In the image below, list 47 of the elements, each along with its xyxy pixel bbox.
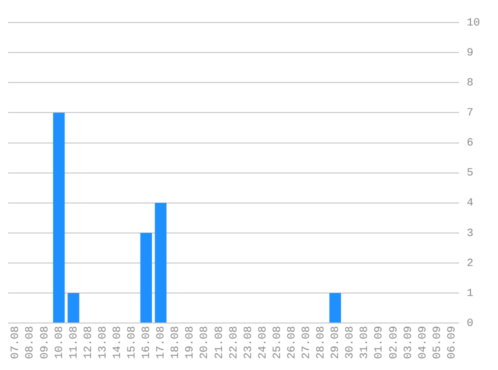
y-tick-label: 6 xyxy=(466,138,474,150)
x-tick-label: 24.08 xyxy=(257,326,270,360)
x-tick-label: 04.09 xyxy=(417,326,430,360)
x-tick-label: 16.08 xyxy=(141,326,154,360)
y-tick-label: 0 xyxy=(466,318,474,330)
x-tick-label: 03.09 xyxy=(402,326,415,360)
bar xyxy=(53,112,65,322)
x-tick-label: 01.09 xyxy=(374,326,386,360)
x-tick-label: 10.08 xyxy=(54,326,66,360)
x-tick-label: 17.08 xyxy=(156,326,168,360)
bar xyxy=(154,202,167,322)
y-tick-label: 9 xyxy=(466,48,474,60)
bar xyxy=(329,292,342,322)
x-tick-label: 13.08 xyxy=(97,326,110,360)
x-tick-label: 20.08 xyxy=(199,326,212,360)
x-tick-label: 30.08 xyxy=(344,326,357,360)
y-tick-label: 1 xyxy=(466,288,474,300)
x-tick-label: 11.08 xyxy=(68,326,80,360)
bar xyxy=(68,292,80,322)
x-tick-label: 14.08 xyxy=(112,326,124,360)
x-tick-label: 07.08 xyxy=(10,326,22,360)
bar xyxy=(140,232,152,322)
x-tick-label: 08.08 xyxy=(24,326,37,360)
x-tick-label: 27.08 xyxy=(301,326,314,360)
x-tick-label: 15.08 xyxy=(126,326,139,360)
x-tick-label: 26.08 xyxy=(286,326,298,360)
x-tick-label: 02.09 xyxy=(388,326,400,360)
y-tick-label: 5 xyxy=(466,168,474,180)
y-tick-label: 10 xyxy=(466,18,480,30)
x-tick-label: 06.09 xyxy=(446,326,458,360)
x-tick-label: 22.08 xyxy=(228,326,240,360)
x-tick-label: 05.09 xyxy=(432,326,444,360)
y-tick-label: 7 xyxy=(466,108,474,120)
x-tick-label: 18.08 xyxy=(170,326,182,360)
y-tick-label: 4 xyxy=(466,198,474,210)
x-tick-label: 29.08 xyxy=(330,326,342,360)
y-tick-label: 3 xyxy=(466,228,474,240)
y-tick-label: 2 xyxy=(466,258,474,270)
x-tick-label: 21.08 xyxy=(214,326,226,360)
x-tick-label: 19.08 xyxy=(184,326,197,360)
x-tick-label: 12.08 xyxy=(82,326,95,360)
x-tick-label: 28.08 xyxy=(316,326,328,360)
x-tick-label: 25.08 xyxy=(272,326,284,360)
x-tick-label: 31.08 xyxy=(359,326,372,360)
y-tick-label: 8 xyxy=(466,78,474,90)
x-tick-label: 09.08 xyxy=(39,326,52,360)
x-tick-label: 23.08 xyxy=(242,326,255,360)
